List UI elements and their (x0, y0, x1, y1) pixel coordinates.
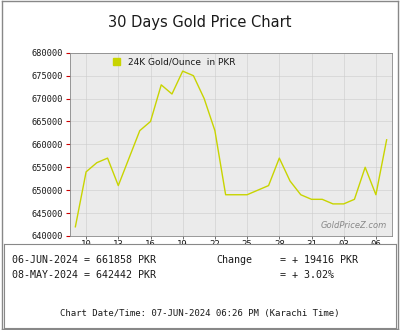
Text: Chart Date/Time: 07-JUN-2024 06:26 PM (Karachi Time): Chart Date/Time: 07-JUN-2024 06:26 PM (K… (60, 309, 340, 317)
Text: 30 Days Gold Price Chart: 30 Days Gold Price Chart (108, 15, 292, 30)
Text: 06-JUN-2024 = 661858 PKR: 06-JUN-2024 = 661858 PKR (12, 255, 156, 265)
Text: = + 19416 PKR: = + 19416 PKR (280, 255, 358, 265)
Text: 08-MAY-2024 = 642442 PKR: 08-MAY-2024 = 642442 PKR (12, 270, 156, 280)
Legend: 24K Gold/Ounce  in PKR: 24K Gold/Ounce in PKR (113, 57, 235, 66)
Text: = + 3.02%: = + 3.02% (280, 270, 334, 280)
Text: Change: Change (216, 255, 252, 265)
Text: GoldPriceZ.com: GoldPriceZ.com (321, 221, 387, 230)
